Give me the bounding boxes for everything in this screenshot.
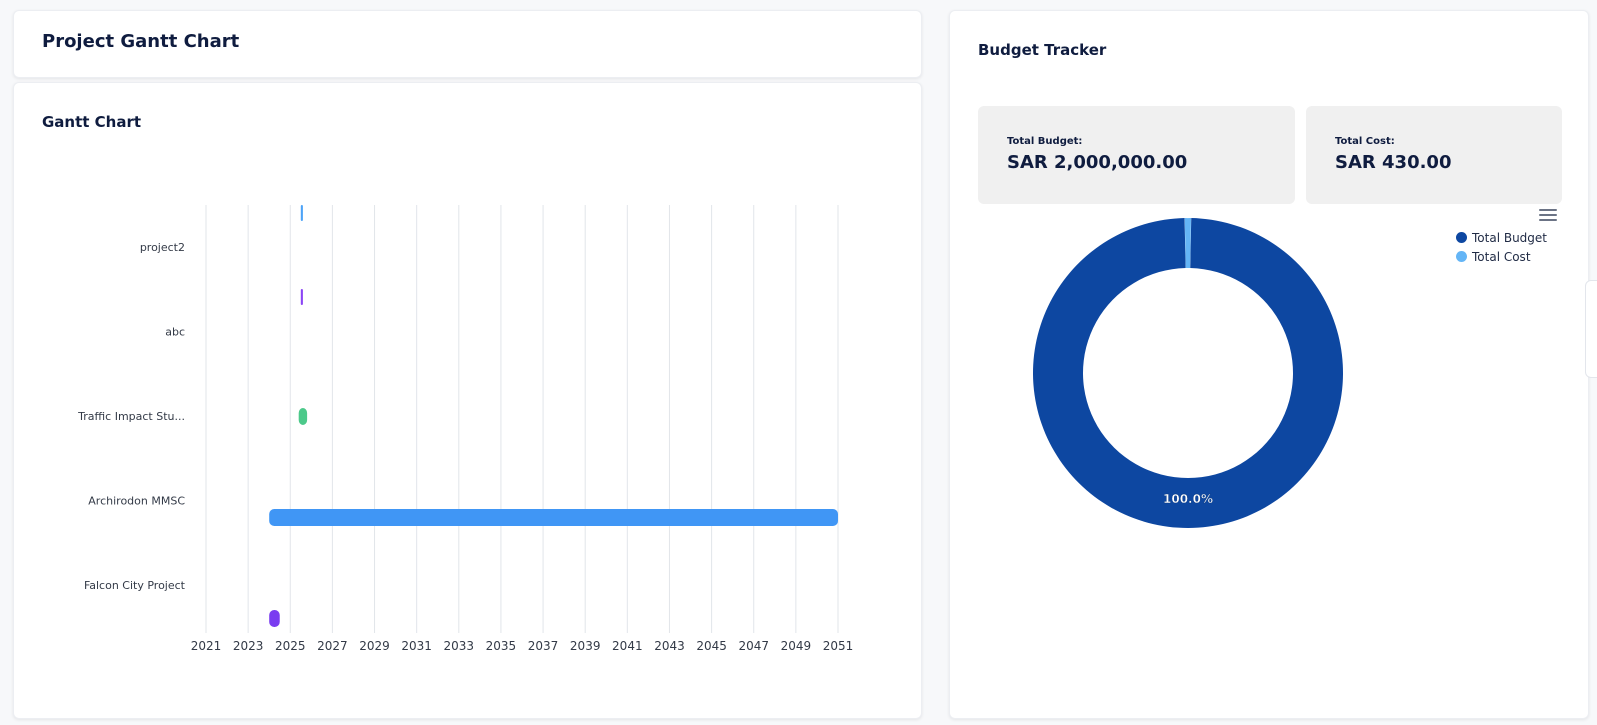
gantt-x-tick-label: 2023: [233, 639, 264, 653]
gantt-x-tick-label: 2051: [823, 639, 854, 653]
total-cost-value: SAR 430.00: [1335, 152, 1452, 173]
gantt-x-tick-label: 2035: [486, 639, 517, 653]
gantt-x-tick-label: 2047: [738, 639, 769, 653]
gantt-x-tick-label: 2037: [528, 639, 559, 653]
gantt-x-tick-label: 2045: [696, 639, 727, 653]
gantt-x-tick-label: 2041: [612, 639, 643, 653]
legend-label-total-cost: Total Cost: [1472, 249, 1531, 264]
side-drawer-tab[interactable]: [1585, 280, 1597, 378]
donut-legend: Total Budget Total Cost: [1456, 228, 1547, 266]
page-header-card: Project Gantt Chart: [13, 10, 922, 78]
gantt-task-label: abc: [165, 326, 185, 339]
donut-slice[interactable]: [1184, 218, 1192, 269]
gantt-x-tick-label: 2025: [275, 639, 306, 653]
gantt-x-tick-label: 2031: [401, 639, 432, 653]
gantt-task-label: Archirodon MMSC: [88, 495, 185, 508]
gantt-task-bar[interactable]: [269, 509, 838, 526]
gantt-task-label: project2: [140, 241, 185, 254]
gantt-x-tick-label: 2021: [191, 639, 222, 653]
hamburger-menu-icon[interactable]: [1539, 209, 1557, 223]
total-cost-label: Total Cost:: [1335, 136, 1395, 147]
gantt-chart: 2021 2023 2025 2027 2029 2031 2033 2035 2037 2039…: [77, 205, 854, 653]
gantt-x-tick-label: 2033: [444, 639, 475, 653]
gantt-task-bar[interactable]: [300, 205, 303, 221]
total-cost-box: Total Cost: SAR 430.00: [1306, 106, 1562, 204]
total-budget-label: Total Budget:: [1007, 136, 1083, 147]
legend-item-total-cost[interactable]: Total Cost: [1456, 247, 1547, 266]
page-title: Project Gantt Chart: [42, 31, 240, 52]
budget-tracker-card: Budget Tracker Total Budget: SAR 2,000,0…: [949, 10, 1589, 719]
donut-slice[interactable]: [1033, 218, 1343, 528]
gantt-card: Gantt Chart 2021 2023 2025 2027 2029 2031 2033…: [13, 82, 922, 719]
donut-data-label: 100.0%: [1163, 492, 1213, 506]
gantt-task-bar[interactable]: [298, 408, 308, 425]
budget-title: Budget Tracker: [978, 41, 1107, 59]
gantt-task-bar[interactable]: [300, 289, 303, 305]
gantt-x-tick-label: 2027: [317, 639, 348, 653]
gantt-x-tick-label: 2049: [781, 639, 812, 653]
gantt-x-tick-label: 2029: [359, 639, 390, 653]
gantt-title: Gantt Chart: [42, 113, 142, 131]
budget-donut-chart: 100.0%: [1033, 218, 1343, 528]
total-budget-box: Total Budget: SAR 2,000,000.00: [978, 106, 1295, 204]
total-budget-value: SAR 2,000,000.00: [1007, 152, 1188, 173]
gantt-task-label: Traffic Impact Stu...: [77, 410, 185, 423]
legend-dot-total-cost: [1456, 251, 1467, 262]
gantt-task-label: Falcon City Project: [84, 579, 186, 592]
legend-dot-total-budget: [1456, 232, 1467, 243]
legend-label-total-budget: Total Budget: [1472, 230, 1547, 245]
gantt-x-tick-label: 2043: [654, 639, 685, 653]
gantt-x-tick-label: 2039: [570, 639, 601, 653]
legend-item-total-budget[interactable]: Total Budget: [1456, 228, 1547, 247]
gantt-task-bar[interactable]: [269, 610, 280, 627]
